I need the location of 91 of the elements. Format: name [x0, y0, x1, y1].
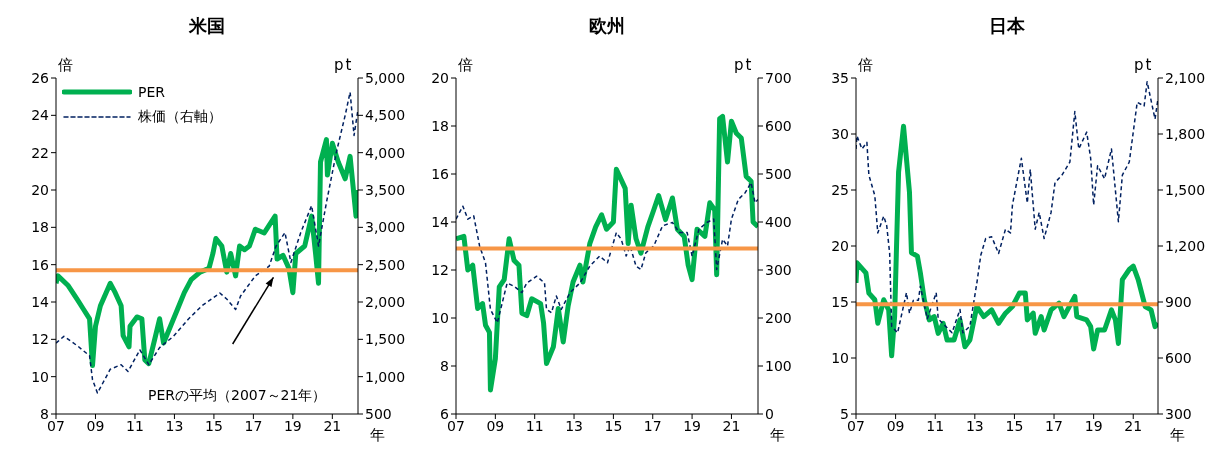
- y2-tick-label: 1,500: [1165, 181, 1206, 198]
- y-tick-label: 12: [431, 261, 449, 278]
- y-axis-title: 倍: [58, 56, 73, 75]
- y2-tick-label: 700: [765, 69, 792, 86]
- annotation: PERの平均（2007～21年）: [147, 387, 327, 403]
- y2-tick-label: 900: [1165, 293, 1192, 310]
- y2-tick-label: 300: [765, 261, 792, 278]
- x-tick-label: 19: [1084, 417, 1103, 434]
- x-tick-label: 19: [683, 417, 702, 434]
- y2-tick-label: 200: [765, 309, 792, 326]
- x-tick-label: 09: [886, 417, 905, 434]
- y-tick-label: 10: [31, 368, 49, 385]
- x-tick-label: 21: [1124, 417, 1143, 434]
- x-tick-label: 13: [565, 417, 583, 434]
- y2-tick-label: 600: [1165, 349, 1192, 366]
- x-tick-label: 15: [204, 417, 223, 434]
- line-series: [456, 181, 758, 324]
- x-tick-label: 13: [965, 417, 984, 434]
- y2-tick-label: 0: [765, 405, 774, 422]
- y2-tick-label: 4,000: [365, 144, 406, 161]
- x-tick-label: 21: [722, 417, 741, 434]
- y-axis-title: 倍: [858, 56, 873, 75]
- y2-axis-title: pt: [1134, 56, 1154, 74]
- y2-tick-label: 1,000: [365, 368, 406, 385]
- y-tick-label: 10: [831, 349, 849, 366]
- y-tick-label: 20: [31, 181, 49, 198]
- x-tick-label: 15: [604, 417, 623, 434]
- x-tick-label: 11: [126, 417, 144, 434]
- y2-tick-label: 2,500: [365, 256, 406, 273]
- y-tick-label: 26: [31, 69, 50, 86]
- y-tick-label: 15: [831, 293, 849, 310]
- y2-tick-label: 3,500: [365, 181, 406, 198]
- y-tick-label: 30: [831, 125, 849, 142]
- chart-title: 日本: [988, 14, 1026, 38]
- y-tick-label: 14: [31, 293, 50, 310]
- chart-title: 欧州: [588, 14, 626, 38]
- x-tick-label: 07: [447, 417, 465, 434]
- legend-label: PER: [138, 84, 166, 100]
- y-tick-label: 35: [831, 69, 849, 86]
- y-tick-label: 6: [440, 405, 450, 422]
- x-tick-label: 19: [283, 417, 302, 434]
- y-tick-label: 16: [31, 256, 50, 273]
- y-tick-label: 10: [431, 309, 449, 326]
- y2-tick-label: 500: [765, 165, 792, 182]
- y-tick-label: 16: [431, 165, 450, 182]
- x-axis-title: 年: [370, 426, 385, 445]
- x-axis-title: 年: [770, 426, 785, 445]
- y2-tick-label: 300: [1165, 405, 1192, 422]
- y-tick-label: 18: [431, 117, 449, 134]
- y-tick-label: 18: [31, 219, 49, 236]
- y2-tick-label: 500: [365, 405, 392, 422]
- y-tick-label: 12: [31, 331, 49, 348]
- y2-tick-label: 2,100: [1165, 69, 1206, 86]
- chart-title: 米国: [188, 14, 226, 38]
- x-tick-label: 11: [926, 417, 945, 434]
- legend-label: 株価（右軸）: [138, 108, 222, 126]
- y2-tick-label: 4,500: [365, 107, 406, 124]
- y2-tick-label: 600: [765, 117, 792, 134]
- x-tick-label: 17: [1045, 417, 1063, 434]
- y2-axis-title: pt: [334, 56, 354, 74]
- y-tick-label: 5: [840, 405, 849, 422]
- y-tick-label: 25: [831, 181, 849, 198]
- x-tick-label: 09: [86, 417, 105, 434]
- y-tick-label: 22: [31, 144, 49, 161]
- y2-tick-label: 1,500: [365, 331, 406, 348]
- y2-tick-label: 2,000: [365, 293, 406, 310]
- x-tick-label: 07: [847, 417, 865, 434]
- y-tick-label: 14: [431, 213, 450, 230]
- x-tick-label: 07: [47, 417, 65, 434]
- y2-tick-label: 1,800: [1165, 125, 1206, 142]
- x-tick-label: 15: [1005, 417, 1024, 434]
- y2-tick-label: 400: [765, 213, 792, 230]
- x-tick-label: 17: [643, 417, 662, 434]
- y2-tick-label: 1,200: [1165, 237, 1206, 254]
- y-tick-label: 20: [431, 69, 449, 86]
- y-tick-label: 20: [831, 237, 849, 254]
- y2-tick-label: 3,000: [365, 219, 406, 236]
- x-tick-label: 17: [244, 417, 263, 434]
- y2-tick-label: 5,000: [365, 69, 406, 86]
- y-tick-label: 8: [440, 357, 449, 374]
- line-series: [856, 80, 1158, 334]
- y-tick-label: 8: [40, 405, 49, 422]
- x-tick-label: 09: [486, 417, 505, 434]
- y2-tick-label: 100: [765, 357, 792, 374]
- x-tick-label: 11: [525, 417, 544, 434]
- x-tick-label: 13: [165, 417, 184, 434]
- y2-axis-title: pt: [734, 56, 754, 74]
- y-tick-label: 24: [31, 107, 50, 124]
- x-tick-label: 21: [323, 417, 342, 434]
- y-axis-title: 倍: [458, 56, 473, 75]
- x-axis-title: 年: [1170, 426, 1185, 445]
